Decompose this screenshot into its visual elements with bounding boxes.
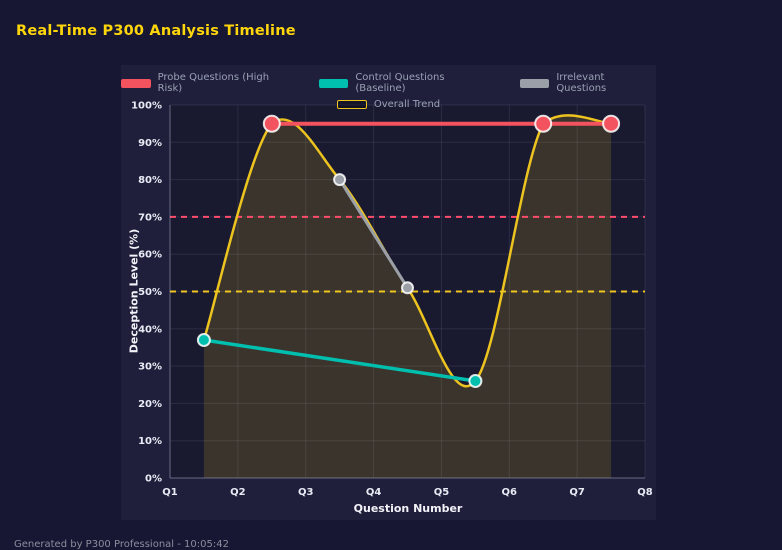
y-tick-label: 0% [145, 474, 162, 485]
control-series-swatch [318, 78, 349, 88]
x-tick-label: Q1 [162, 487, 178, 498]
probe-data-point [602, 114, 621, 133]
legend-item-control[interactable]: Control Questions (Baseline) [318, 72, 496, 94]
irrelevant-series-line [338, 178, 409, 290]
legend-label-irrelevant: Irrelevant Questions [556, 72, 607, 94]
y-tick-label: 20% [138, 399, 162, 410]
irrelevant-series-swatch [519, 78, 550, 88]
x-tick-label: Q8 [637, 487, 653, 498]
x-tick-label: Q3 [298, 487, 314, 498]
x-tick-label: Q6 [502, 487, 518, 498]
irrelevant-data-point [401, 281, 414, 295]
x-tick-label: Q7 [569, 487, 585, 498]
legend-label-control: Control Questions (Baseline) [355, 72, 445, 94]
page-title: Real-Time P300 Analysis Timeline [16, 23, 296, 39]
y-tick-label: 60% [138, 250, 162, 261]
footer-text: Generated by P300 Professional - 10:05:4… [14, 539, 229, 550]
control-data-point [468, 374, 483, 388]
x-tick-label: Q5 [434, 487, 450, 498]
y-tick-label: 10% [138, 436, 162, 447]
y-tick-label: 100% [131, 101, 162, 112]
legend-label-trend: Overall Trend [373, 99, 441, 110]
legend-item-probe[interactable]: Probe Questions (High Risk) [121, 72, 295, 94]
legend-item-trend[interactable]: Overall Trend [336, 99, 441, 110]
chart-canvas: 0% 10% 20% 30% 40% 50% 60% 70% 80% 90% 100% Q1 Q2 Q3 Q… [131, 101, 653, 499]
y-tick-label: 30% [138, 362, 162, 373]
y-tick-label: 80% [138, 175, 162, 186]
irrelevant-data-point [333, 173, 347, 187]
y-axis-title: Deception Level (%) [127, 228, 141, 354]
control-data-point [196, 333, 211, 347]
y-tick-label: 90% [138, 138, 162, 149]
y-tick-label: 70% [138, 212, 162, 223]
x-tick-label: Q2 [230, 487, 246, 498]
trend-area-fill [203, 115, 612, 478]
legend-row-1: Probe Questions (High Risk) Control Ques… [121, 72, 656, 94]
legend-label-probe: Probe Questions (High Risk) [157, 72, 270, 94]
legend-item-irrelevant[interactable]: Irrelevant Questions [519, 72, 656, 94]
probe-data-point [262, 114, 281, 133]
x-tick-label: Q4 [366, 487, 382, 498]
trend-series-swatch [336, 100, 367, 109]
legend-row-2: Overall Trend [336, 99, 441, 110]
y-tick-label: 40% [138, 324, 162, 335]
probe-data-point [534, 114, 553, 133]
chart-legend: Probe Questions (High Risk) Control Ques… [121, 72, 656, 110]
control-series-line [202, 338, 478, 383]
chart-panel: 0% 10% 20% 30% 40% 50% 60% 70% 80% 90% 100% Q1 Q2 Q3 Q… [121, 65, 656, 520]
x-axis-title: Question Number [353, 502, 463, 515]
y-tick-label: 50% [138, 287, 162, 298]
probe-series-swatch [121, 78, 151, 88]
